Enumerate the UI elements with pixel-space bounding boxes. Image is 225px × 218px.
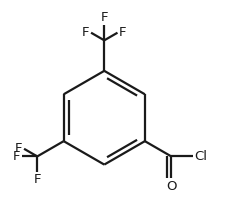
- Text: O: O: [165, 180, 176, 192]
- Text: F: F: [81, 26, 89, 39]
- Text: F: F: [15, 142, 23, 155]
- Text: F: F: [119, 26, 126, 39]
- Text: F: F: [13, 150, 21, 163]
- Text: F: F: [100, 11, 108, 24]
- Text: F: F: [33, 173, 41, 186]
- Text: Cl: Cl: [193, 150, 206, 163]
